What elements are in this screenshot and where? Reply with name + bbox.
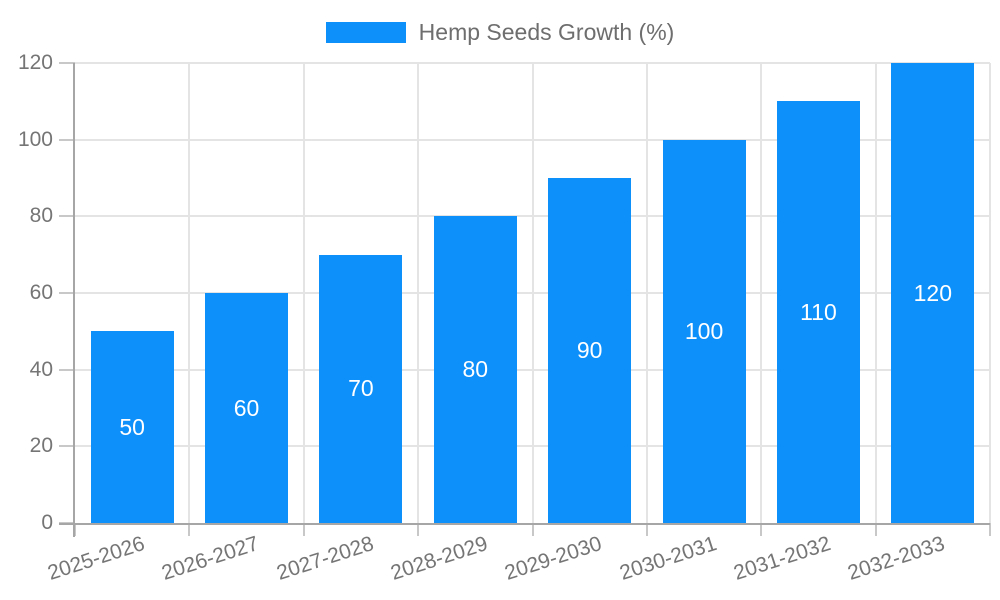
y-tick-mark	[59, 445, 75, 448]
x-tick-mark	[302, 523, 305, 536]
x-gridline	[531, 63, 534, 523]
bar-value-label: 90	[576, 337, 603, 363]
x-gridline	[417, 63, 420, 523]
bar[interactable]: 70	[319, 254, 403, 523]
bar[interactable]: 90	[548, 178, 632, 523]
y-tick-label: 80	[29, 204, 53, 228]
bar-value-label: 80	[462, 356, 489, 383]
x-tick-label: 2027-2028	[273, 532, 377, 585]
y-tick-label: 40	[29, 357, 53, 381]
x-tick-label: 2030-2031	[616, 532, 720, 585]
bar-value-label: 50	[119, 413, 145, 440]
y-tick-mark	[59, 292, 75, 294]
y-tick-mark	[59, 215, 75, 218]
x-gridline	[989, 63, 991, 523]
y-tick-mark	[59, 368, 75, 371]
x-tick-mark	[645, 523, 648, 536]
bar[interactable]: 120	[891, 63, 975, 523]
x-tick-label: 2031-2032	[730, 532, 834, 585]
bar-value-label: 110	[800, 298, 837, 325]
y-tick-label: 100	[17, 127, 53, 151]
y-tick-mark	[59, 62, 75, 64]
legend-swatch	[325, 21, 406, 43]
y-tick-label: 0	[41, 511, 53, 534]
bar-value-label: 100	[684, 317, 724, 344]
y-tick-label: 60	[29, 281, 53, 304]
x-tick-label: 2026-2027	[159, 532, 262, 585]
bar[interactable]: 110	[776, 101, 860, 523]
x-gridline	[760, 63, 763, 523]
legend-label: Hemp Seeds Growth (%)	[418, 18, 675, 45]
x-gridline	[302, 63, 305, 523]
legend[interactable]: Hemp Seeds Growth (%)	[0, 18, 1000, 46]
x-tick-mark	[531, 523, 534, 536]
x-tick-label: 2025-2026	[44, 532, 148, 585]
bar[interactable]: 100	[662, 139, 746, 523]
plot-area: 50 60 70 80 90 100 110 120	[59, 62, 991, 537]
x-tick-label: 2032-2033	[845, 532, 948, 585]
x-gridline	[874, 63, 877, 523]
bar-value-label: 60	[233, 394, 260, 421]
y-tick-label: 20	[29, 434, 53, 458]
x-axis-line	[59, 523, 990, 525]
x-tick-mark	[417, 523, 420, 536]
x-tick-mark	[874, 523, 877, 536]
bar[interactable]: 60	[205, 293, 289, 523]
x-tick-label: 2028-2029	[387, 532, 491, 585]
bar-value-label: 70	[348, 375, 374, 402]
x-tick-label: 2029-2030	[502, 532, 605, 585]
y-axis-line	[73, 63, 75, 537]
x-tick-mark	[74, 523, 76, 536]
y-tick-label: 120	[17, 51, 53, 74]
bar[interactable]: 80	[433, 216, 517, 523]
x-gridline	[645, 63, 648, 523]
x-tick-mark	[188, 523, 191, 536]
y-tick-mark	[59, 138, 75, 141]
x-tick-mark	[989, 523, 991, 536]
x-gridline	[188, 63, 191, 523]
x-tick-mark	[760, 523, 763, 536]
bar[interactable]: 50	[90, 331, 174, 523]
bar-value-label: 120	[913, 279, 952, 306]
